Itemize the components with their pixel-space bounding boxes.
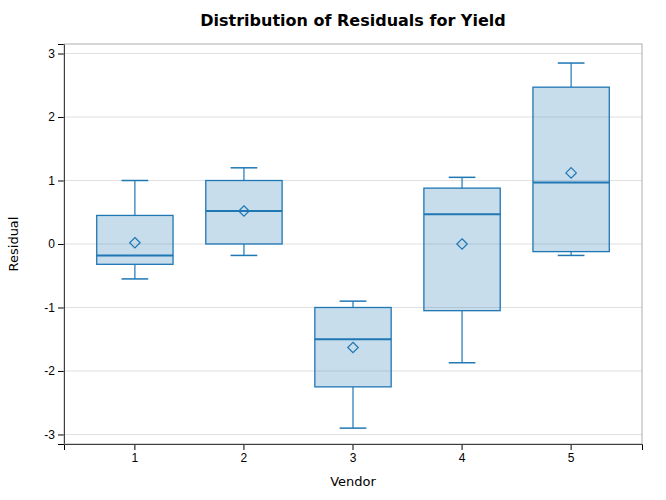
y-tick-label: -1 — [44, 301, 55, 315]
y-tick-label: 3 — [48, 47, 55, 61]
x-tick: 3 — [350, 444, 357, 465]
grid-line — [64, 434, 642, 435]
x-tick-mark — [134, 444, 135, 450]
x-tick-mark — [243, 444, 244, 450]
x-tick-label: 5 — [568, 451, 575, 465]
cap-low — [449, 362, 476, 364]
cap-high — [558, 62, 585, 64]
y-tick-label: 0 — [48, 237, 55, 251]
y-tick-label: 1 — [48, 174, 55, 188]
x-axis-line — [65, 445, 643, 451]
cap-low — [340, 427, 367, 429]
title: Distribution of Residuals for Yield — [200, 11, 505, 30]
cap-low — [558, 255, 585, 257]
mean-marker — [566, 168, 576, 178]
y-tick-mark — [58, 434, 64, 435]
mean-marker — [130, 237, 140, 247]
box — [97, 215, 173, 264]
whisker-low — [461, 311, 462, 363]
x-tick: 2 — [241, 444, 248, 465]
median — [533, 181, 609, 183]
cap-high — [449, 177, 476, 179]
y-tick: 0 — [48, 237, 64, 251]
x-tick-mark — [462, 444, 463, 450]
x-tick-label: 4 — [459, 451, 466, 465]
y-axis-title: Residual — [6, 217, 21, 272]
x-axis: 1 2 3 4 5 — [65, 444, 643, 465]
box — [424, 188, 500, 311]
box — [533, 87, 609, 251]
plot-area: 1 2 3 4 5 -3 -2 -1 0 1 2 3 — [44, 44, 642, 465]
whisker-low — [243, 244, 244, 255]
median — [97, 254, 173, 256]
x-tick-label: 1 — [132, 451, 139, 465]
mean-marker — [457, 239, 467, 249]
y-tick-mark — [58, 244, 64, 245]
y-tick: 2 — [48, 110, 64, 124]
cap-low — [231, 255, 258, 257]
cap-high — [340, 300, 367, 302]
x-tick-label: 3 — [350, 451, 357, 465]
x-tick: 4 — [459, 444, 466, 465]
cap-high — [122, 180, 149, 182]
y-tick-mark — [58, 117, 64, 118]
chart: 1 2 3 4 5 -3 -2 -1 0 1 2 3 Distribution of Residuals… — [0, 0, 666, 500]
x-tick-mark — [353, 444, 354, 450]
y-axis-line — [58, 45, 65, 445]
box-group — [533, 63, 609, 255]
y-tick: -2 — [44, 364, 64, 378]
y-axis: -3 -2 -1 0 1 2 3 — [44, 45, 64, 445]
box-group — [206, 168, 282, 256]
x-axis-title: Vendor — [330, 474, 376, 489]
y-tick: -3 — [44, 428, 64, 442]
box-group — [424, 177, 500, 362]
y-tick-label: -3 — [44, 428, 55, 442]
mean-marker — [239, 206, 249, 216]
box-group — [97, 181, 173, 279]
x-tick-label: 2 — [241, 451, 248, 465]
grid-line — [64, 53, 642, 54]
cap-low — [122, 278, 149, 280]
y-tick-label: -2 — [44, 364, 55, 378]
x-tick: 1 — [132, 444, 139, 465]
y-tick-mark — [58, 54, 64, 55]
y-tick-mark — [58, 181, 64, 182]
cap-high — [231, 167, 258, 169]
median — [424, 213, 500, 215]
median — [315, 338, 391, 340]
box-group — [315, 301, 391, 428]
grid — [64, 54, 642, 435]
whisker-low — [352, 387, 353, 428]
whisker-low — [134, 264, 135, 279]
x-tick-mark — [571, 444, 572, 450]
whisker-high — [461, 177, 462, 188]
box — [206, 181, 282, 244]
whisker-high — [243, 168, 244, 181]
box — [315, 307, 391, 386]
y-tick-label: 2 — [48, 110, 55, 124]
plot-frame — [64, 44, 642, 444]
whisker-high — [571, 63, 572, 87]
y-tick: 3 — [48, 47, 64, 61]
whisker-high — [352, 301, 353, 307]
whisker-high — [134, 181, 135, 216]
median — [206, 210, 282, 212]
boxes — [97, 63, 610, 428]
y-tick: 1 — [48, 174, 64, 188]
y-tick-mark — [58, 307, 64, 308]
y-tick: -1 — [44, 301, 64, 315]
mean-marker — [348, 342, 358, 352]
x-tick: 5 — [568, 444, 575, 465]
y-tick-mark — [58, 371, 64, 372]
